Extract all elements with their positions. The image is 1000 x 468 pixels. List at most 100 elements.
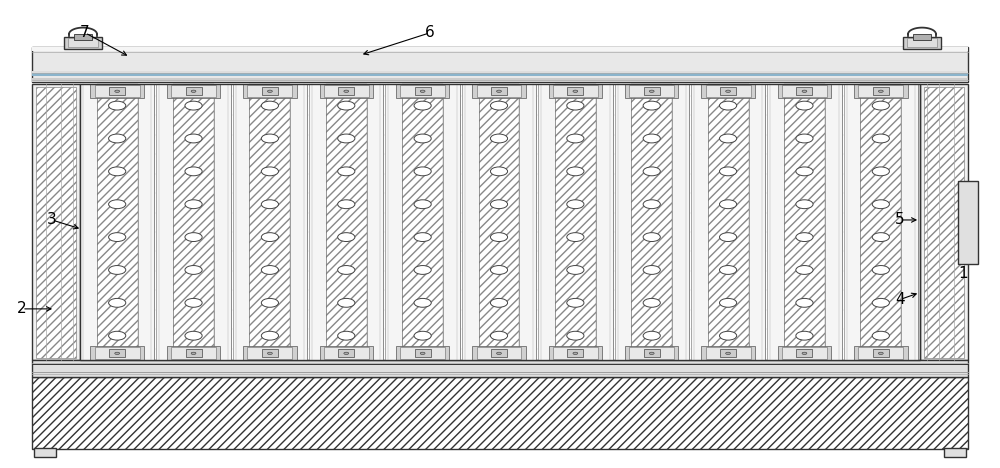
Text: 3: 3 xyxy=(47,212,57,227)
Ellipse shape xyxy=(490,101,508,110)
Bar xyxy=(553,85,598,97)
Ellipse shape xyxy=(567,299,584,307)
Bar xyxy=(173,84,214,360)
Ellipse shape xyxy=(796,331,813,340)
Bar xyxy=(68,38,98,47)
Bar xyxy=(402,84,443,360)
Bar xyxy=(924,87,964,358)
Bar xyxy=(290,84,307,360)
Bar xyxy=(109,88,125,95)
Bar xyxy=(873,350,889,357)
Bar xyxy=(629,347,674,359)
Ellipse shape xyxy=(726,90,731,92)
Ellipse shape xyxy=(872,200,889,209)
Bar xyxy=(782,85,827,97)
Ellipse shape xyxy=(490,134,508,143)
Bar xyxy=(472,84,526,98)
Ellipse shape xyxy=(414,101,431,110)
Ellipse shape xyxy=(338,167,355,176)
Bar xyxy=(858,85,903,97)
Bar xyxy=(156,84,173,360)
Ellipse shape xyxy=(414,331,431,340)
Bar xyxy=(538,84,555,360)
Ellipse shape xyxy=(720,265,737,274)
Bar xyxy=(596,84,613,360)
Bar xyxy=(778,346,831,360)
Bar xyxy=(32,78,968,82)
Ellipse shape xyxy=(261,200,278,209)
Bar xyxy=(80,84,920,360)
Ellipse shape xyxy=(720,299,737,307)
Bar xyxy=(385,84,460,360)
Bar xyxy=(186,350,202,357)
Bar xyxy=(672,84,689,360)
Text: 5: 5 xyxy=(895,212,905,227)
Bar xyxy=(338,88,354,95)
Ellipse shape xyxy=(109,299,126,307)
Ellipse shape xyxy=(109,167,126,176)
Bar xyxy=(854,346,908,360)
Bar xyxy=(567,350,583,357)
Ellipse shape xyxy=(796,200,813,209)
Bar xyxy=(64,37,102,49)
Ellipse shape xyxy=(267,90,272,92)
Bar xyxy=(95,347,140,359)
Ellipse shape xyxy=(796,265,813,274)
Ellipse shape xyxy=(261,265,278,274)
Ellipse shape xyxy=(109,101,126,110)
Ellipse shape xyxy=(802,352,807,354)
Bar xyxy=(243,346,297,360)
Ellipse shape xyxy=(115,352,120,354)
Bar xyxy=(782,347,827,359)
Bar xyxy=(720,350,736,357)
Bar xyxy=(615,84,689,360)
Bar xyxy=(186,88,202,95)
Bar xyxy=(415,88,431,95)
Ellipse shape xyxy=(643,134,660,143)
Ellipse shape xyxy=(643,233,660,241)
Ellipse shape xyxy=(720,167,737,176)
Bar xyxy=(873,88,889,95)
Ellipse shape xyxy=(420,352,425,354)
Bar xyxy=(491,350,507,357)
Bar xyxy=(396,346,449,360)
Ellipse shape xyxy=(490,233,508,241)
Bar xyxy=(720,88,736,95)
Ellipse shape xyxy=(796,101,813,110)
Bar xyxy=(32,47,968,51)
Ellipse shape xyxy=(344,352,349,354)
Text: 1: 1 xyxy=(958,266,968,281)
Bar xyxy=(326,84,367,360)
Bar xyxy=(320,346,373,360)
Bar xyxy=(553,347,598,359)
Ellipse shape xyxy=(796,167,813,176)
Bar xyxy=(858,347,903,359)
Bar xyxy=(907,38,937,47)
Bar xyxy=(796,88,812,95)
Bar xyxy=(519,84,536,360)
Ellipse shape xyxy=(796,299,813,307)
Bar xyxy=(32,360,968,377)
Ellipse shape xyxy=(338,200,355,209)
Bar xyxy=(708,84,749,360)
Bar xyxy=(567,88,583,95)
Ellipse shape xyxy=(490,167,508,176)
Bar xyxy=(706,347,751,359)
Bar xyxy=(701,84,755,98)
Ellipse shape xyxy=(109,265,126,274)
Bar xyxy=(472,346,526,360)
Bar xyxy=(479,84,519,360)
Bar xyxy=(262,350,278,357)
Ellipse shape xyxy=(261,167,278,176)
Bar xyxy=(262,88,278,95)
Bar xyxy=(396,84,449,98)
Bar xyxy=(80,84,154,360)
Bar xyxy=(385,84,402,360)
Ellipse shape xyxy=(414,299,431,307)
Bar xyxy=(90,84,144,98)
Ellipse shape xyxy=(185,265,202,274)
Ellipse shape xyxy=(109,233,126,241)
Bar xyxy=(80,84,97,360)
Bar xyxy=(913,34,931,40)
Bar xyxy=(233,84,249,360)
